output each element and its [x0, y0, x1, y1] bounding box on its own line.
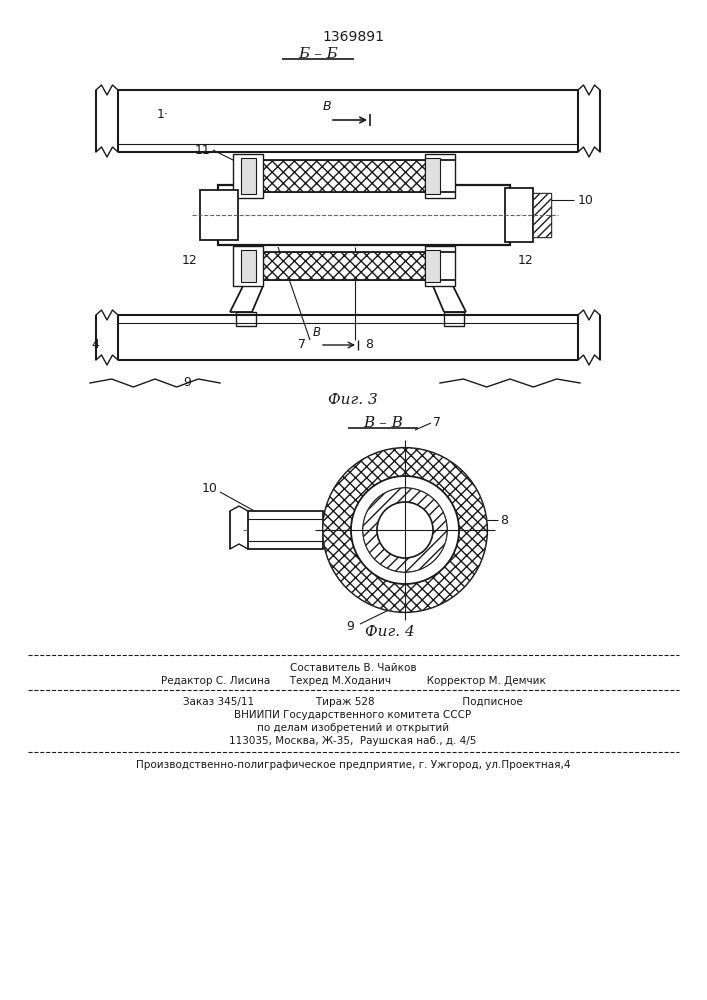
Text: 10: 10 — [578, 194, 594, 207]
Text: 9: 9 — [183, 376, 191, 389]
Bar — [425, 246, 455, 286]
Text: 1369891: 1369891 — [322, 30, 384, 44]
Text: ВНИИПИ Государственного комитета СССР: ВНИИПИ Государственного комитета СССР — [235, 710, 472, 720]
Bar — [218, 185, 510, 245]
Bar — [533, 193, 551, 237]
Text: В: В — [313, 326, 321, 339]
Bar — [241, 158, 256, 194]
Text: 12: 12 — [518, 253, 534, 266]
Text: 8: 8 — [365, 338, 373, 352]
Text: 7: 7 — [298, 338, 306, 352]
Bar — [425, 250, 440, 282]
Text: Производственно-полиграфическое предприятие, г. Ужгород, ул.Проектная,4: Производственно-полиграфическое предприя… — [136, 760, 571, 770]
Bar — [236, 312, 256, 326]
Text: Редактор С. Лисина      Техред М.Ходанич           Корректор М. Демчик: Редактор С. Лисина Техред М.Ходанич Корр… — [160, 676, 545, 686]
Text: 8: 8 — [500, 514, 508, 526]
Text: Заказ 345/11                   Тираж 528                           Подписное: Заказ 345/11 Тираж 528 Подписное — [183, 697, 523, 707]
Text: В – В: В – В — [363, 416, 403, 430]
Text: 113035, Москва, Ж-35,  Раушская наб., д. 4/5: 113035, Москва, Ж-35, Раушская наб., д. … — [229, 736, 477, 746]
Bar — [233, 246, 263, 286]
Text: 7: 7 — [433, 416, 441, 430]
Text: Составитель В. Чайков: Составитель В. Чайков — [290, 663, 416, 673]
Text: Фиг. 3: Фиг. 3 — [328, 393, 378, 407]
Text: 12: 12 — [182, 253, 198, 266]
Bar — [263, 252, 455, 280]
Text: В: В — [322, 100, 332, 113]
Circle shape — [363, 488, 447, 572]
Text: 9: 9 — [346, 620, 354, 634]
Text: 11: 11 — [194, 143, 210, 156]
Wedge shape — [363, 488, 447, 572]
Bar — [425, 158, 440, 194]
Bar — [248, 511, 323, 549]
Text: Б – Б: Б – Б — [298, 47, 338, 61]
Text: 4: 4 — [91, 338, 99, 352]
Bar — [233, 154, 263, 198]
Text: по делам изобретений и открытий: по делам изобретений и открытий — [257, 723, 449, 733]
Circle shape — [323, 448, 487, 612]
Circle shape — [377, 502, 433, 558]
Text: 1·: 1· — [157, 108, 169, 121]
Bar — [241, 250, 256, 282]
Circle shape — [351, 476, 459, 584]
Bar — [263, 160, 455, 192]
Bar — [200, 190, 238, 240]
Text: 10: 10 — [202, 482, 218, 494]
Text: Фиг. 4: Фиг. 4 — [365, 625, 415, 639]
Bar — [533, 193, 551, 237]
Bar — [444, 312, 464, 326]
Bar — [425, 154, 455, 198]
Bar — [505, 188, 533, 242]
Wedge shape — [323, 448, 487, 612]
